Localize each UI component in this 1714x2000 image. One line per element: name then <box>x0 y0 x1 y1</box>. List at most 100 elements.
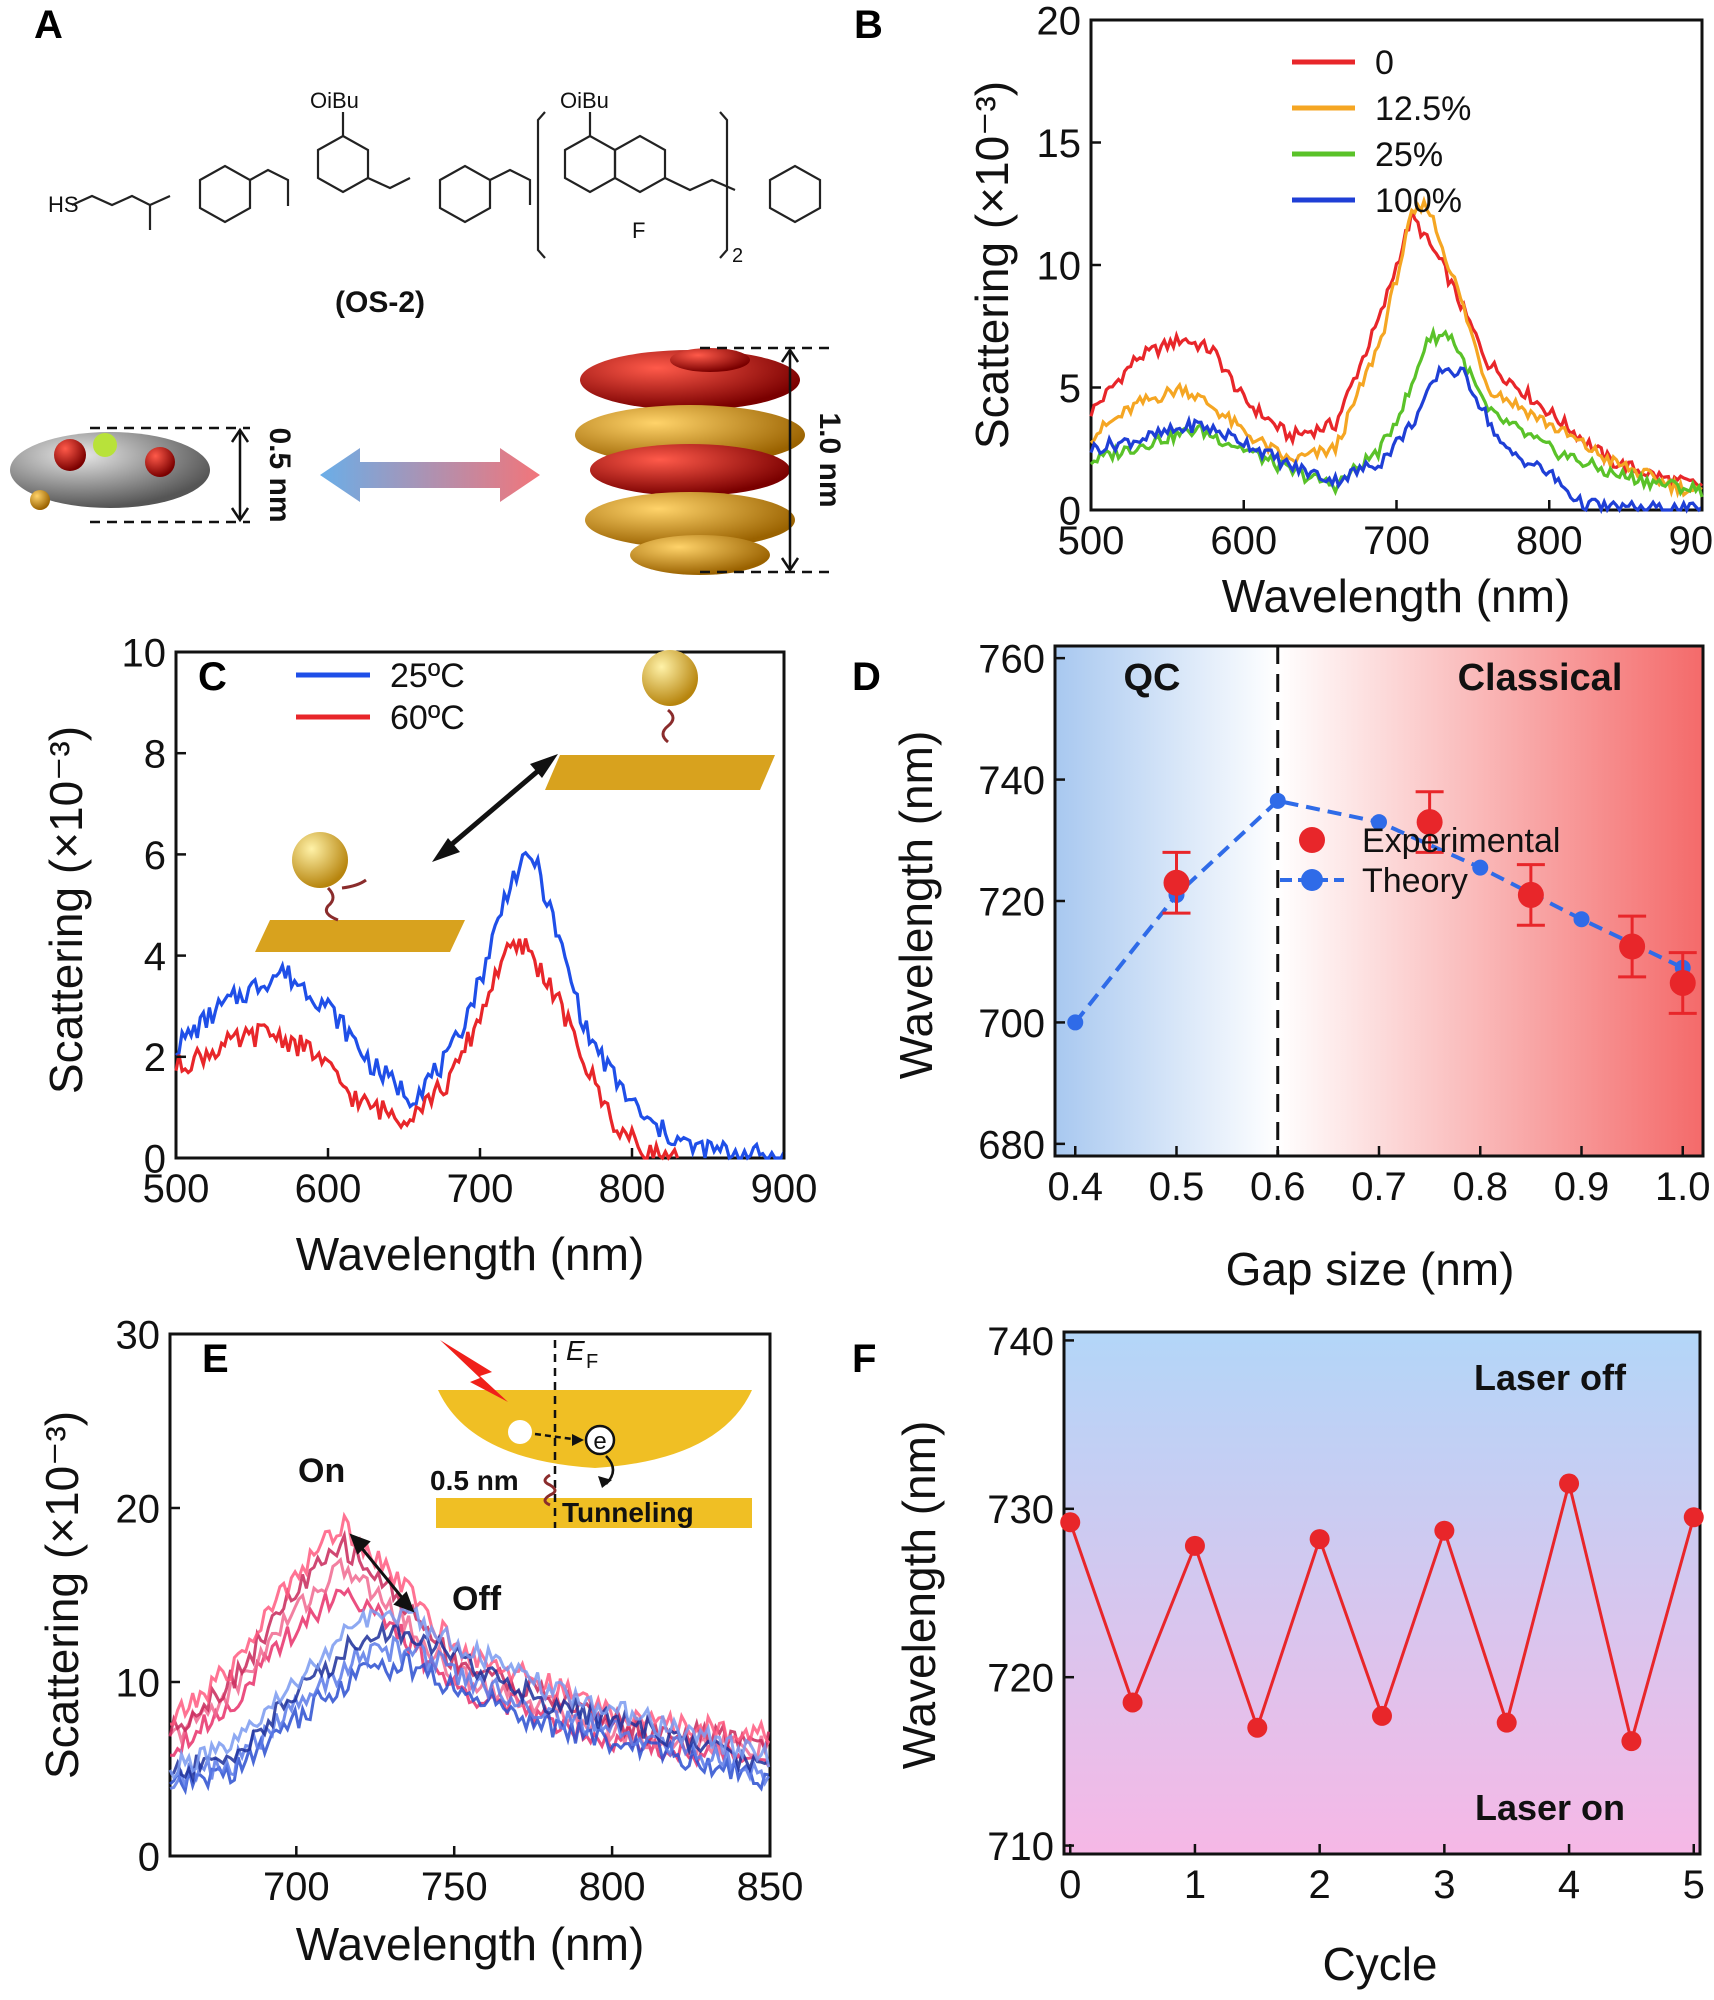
on-spectrum <box>169 1511 770 1748</box>
x-tick-label: 5 <box>1683 1863 1705 1907</box>
substituent-label-2: OiBu <box>560 88 609 113</box>
experimental-point <box>1619 933 1646 960</box>
y-tick-label: 10 <box>116 1661 161 1705</box>
legend: 0 12.5% 25% 100% <box>1292 44 1471 220</box>
cycle-point <box>1559 1473 1580 1494</box>
x-tick-label: 0.6 <box>1250 1165 1306 1209</box>
plot-frame <box>174 650 786 1160</box>
y-axis-label: Scattering (×10⁻³) <box>40 726 92 1094</box>
chart-d: D 0.4 0.5 0.6 0.7 0.8 0.9 1.0 680 700 720 740 760 Q… <box>852 638 1711 1295</box>
x-axis-label: Cycle <box>1322 1938 1437 1990</box>
y-tick-label: 8 <box>144 733 166 777</box>
cycle-point <box>1621 1731 1642 1752</box>
y-tick-label: 20 <box>116 1487 161 1531</box>
chart-c: C 500 600 700 800 900 0 2 4 6 8 10 Wavelength (nm)… <box>40 631 818 1280</box>
thiol-label: HS <box>48 192 79 217</box>
theory-point <box>1067 1014 1084 1031</box>
tunneling-label: Tunneling <box>562 1497 694 1528</box>
chart-b: B 500 600 700 800 900 0 5 10 15 20 Wavelength (nm… <box>854 0 1714 622</box>
y-tick-label: 4 <box>144 935 166 979</box>
y-tick-label: 760 <box>978 638 1045 682</box>
x-tick-label: 850 <box>737 1865 804 1909</box>
y-tick-label: 700 <box>978 1002 1045 1046</box>
experimental-point <box>1416 809 1443 836</box>
cycle-point <box>1122 1692 1143 1713</box>
x-tick-label: 900 <box>751 1167 818 1211</box>
cycle-point <box>1496 1712 1517 1733</box>
panel-letter-e: E <box>202 1337 229 1381</box>
x-axis-label: Wavelength (nm) <box>296 1228 645 1280</box>
x-tick-label: 0.5 <box>1149 1165 1205 1209</box>
tunneling-inset <box>436 1340 752 1528</box>
y-tick-label: 710 <box>987 1825 1054 1869</box>
y-tick-label: 720 <box>978 880 1045 924</box>
helix-height-marker <box>700 346 832 574</box>
legend-swatch <box>1301 869 1323 891</box>
y-axis-label: Wavelength (nm) <box>890 731 942 1080</box>
y-tick-label: 2 <box>144 1036 166 1080</box>
molecule-label: (OS-2) <box>335 286 425 319</box>
y-tick-label: 5 <box>1059 367 1081 411</box>
x-tick-label: 800 <box>579 1865 646 1909</box>
y-axis-label: Wavelength (nm) <box>893 1421 945 1770</box>
x-tick-label: 0.8 <box>1452 1165 1508 1209</box>
series-line-1 <box>174 937 680 1161</box>
y-tick-label: 15 <box>1037 122 1082 166</box>
gap-label: 0.5 nm <box>430 1465 519 1496</box>
x-tick-label: 700 <box>263 1865 330 1909</box>
region-label-classical: Classical <box>1458 657 1623 699</box>
shift-arrow <box>349 1533 415 1613</box>
y-tick-label: 6 <box>144 834 166 878</box>
legend-label: Experimental <box>1362 822 1560 860</box>
x-tick-label: 0.4 <box>1047 1165 1103 1209</box>
panel-letter-f: F <box>852 1337 876 1381</box>
y-tick-label: 20 <box>1037 0 1082 43</box>
helix-height-label: 1.0 nm <box>813 412 846 507</box>
legend-label: 60ºC <box>390 699 465 737</box>
y-tick-label: 740 <box>987 1320 1054 1364</box>
legend-label: 25ºC <box>390 657 465 695</box>
x-tick-label: 4 <box>1558 1863 1580 1907</box>
x-tick-label: 1.0 <box>1655 1165 1711 1209</box>
x-tick-label: 900 <box>1669 519 1714 563</box>
y-axis-label: Scattering (×10⁻³) <box>966 81 1018 449</box>
series-line-0 <box>175 850 786 1161</box>
theory-point <box>1472 859 1489 876</box>
x-tick-label: 2 <box>1309 1863 1331 1907</box>
cycle-point <box>1309 1529 1330 1550</box>
legend-label: 12.5% <box>1375 90 1471 128</box>
legend-swatch <box>1299 827 1325 853</box>
series-line-2 <box>1089 325 1704 498</box>
region-label-qc: QC <box>1124 657 1181 699</box>
compact-model <box>10 432 210 510</box>
x-tick-label: 500 <box>143 1167 210 1211</box>
off-spectrum <box>168 1605 771 1781</box>
fermi-level-subscript: F <box>586 1351 598 1373</box>
chart-e: E 700 750 800 850 0 10 20 30 Wavelength (nm) Sc… <box>36 1313 804 1970</box>
cycle-point <box>1247 1717 1268 1738</box>
y-tick-label: 10 <box>122 631 167 675</box>
y-tick-label: 680 <box>978 1123 1045 1167</box>
experimental-point <box>1163 869 1190 896</box>
y-tick-label: 0 <box>138 1835 160 1879</box>
series-line-3 <box>1089 364 1704 515</box>
substituent-label: OiBu <box>310 88 359 113</box>
theory-point <box>1269 792 1286 809</box>
cycle-point <box>1372 1705 1392 1726</box>
cycle-point <box>1434 1520 1455 1541</box>
compact-height-label: 0.5 nm <box>263 427 296 522</box>
x-tick-label: 800 <box>599 1167 666 1211</box>
fermi-level-label: E <box>566 1335 585 1366</box>
y-tick-label: 0 <box>1059 489 1081 533</box>
off-label: Off <box>452 1580 502 1618</box>
x-tick-label: 0 <box>1059 1863 1081 1907</box>
theory-point <box>1573 911 1590 928</box>
x-tick-label: 0.9 <box>1554 1165 1610 1209</box>
plot-frame <box>168 1332 772 1858</box>
x-tick-label: 500 <box>1058 519 1125 563</box>
experimental-point <box>1669 969 1696 996</box>
conformation-arrow <box>320 448 540 502</box>
x-tick-label: 1 <box>1184 1863 1206 1907</box>
on-spectrum <box>168 1529 771 1755</box>
